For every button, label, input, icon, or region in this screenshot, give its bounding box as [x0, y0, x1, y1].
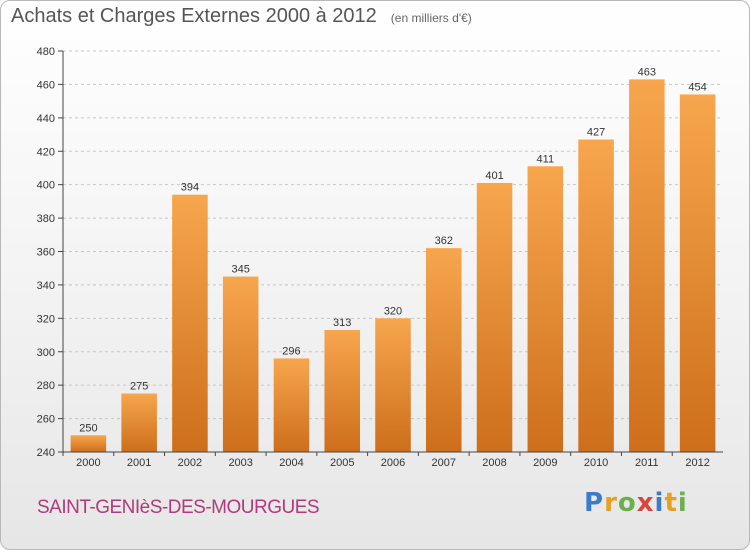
logo-letter: i	[654, 488, 665, 518]
y-tick-label: 460	[37, 79, 55, 91]
bar	[476, 182, 513, 452]
logo-letter: P	[584, 488, 605, 518]
logo-letter: t	[664, 488, 678, 518]
bar	[172, 194, 208, 453]
value-label: 401	[485, 170, 503, 182]
value-label: 296	[282, 345, 300, 357]
y-tick-label: 480	[37, 46, 55, 58]
bar	[273, 358, 310, 452]
x-tick-label: 2003	[228, 457, 252, 469]
value-label: 411	[537, 153, 555, 165]
logo-letter: i	[677, 488, 688, 518]
bar	[679, 94, 716, 453]
value-label: 454	[688, 81, 706, 93]
y-tick-label: 380	[37, 213, 55, 225]
x-tick-label: 2008	[482, 457, 506, 469]
x-tick-label: 2006	[381, 457, 405, 469]
x-tick-label: 2007	[432, 457, 456, 469]
value-label: 275	[130, 381, 148, 393]
axes	[58, 50, 723, 456]
y-tick-label: 360	[37, 247, 55, 259]
value-label: 427	[587, 127, 605, 139]
value-label: 345	[232, 264, 250, 276]
bar	[527, 166, 564, 452]
bar	[375, 318, 411, 452]
proxiti-logo: Proxiti	[584, 488, 688, 518]
y-tick-label: 440	[37, 113, 55, 125]
x-tick-label: 2012	[685, 457, 709, 469]
bars	[70, 79, 716, 453]
x-tick-label: 2011	[635, 457, 659, 469]
x-tick-label: 2000	[76, 457, 100, 469]
bar	[222, 276, 259, 452]
value-label: 463	[638, 66, 656, 78]
y-tick-label: 280	[37, 380, 55, 392]
x-tick-label: 2010	[584, 457, 608, 469]
y-tick-label: 420	[37, 146, 55, 158]
y-tick-label: 340	[37, 280, 55, 292]
y-tick-label: 400	[37, 180, 55, 192]
bar	[121, 393, 157, 452]
chart-title: Achats et Charges Externes 2000 à 2012 (e…	[11, 5, 472, 28]
chart-unit: (en milliers d'€)	[390, 11, 472, 25]
x-tick-label: 2001	[127, 457, 151, 469]
value-label: 313	[333, 317, 351, 329]
logo-letter: r	[604, 488, 618, 518]
x-tick-label: 2009	[533, 457, 557, 469]
value-label: 250	[79, 422, 97, 434]
bar	[70, 435, 107, 452]
value-label: 362	[435, 235, 453, 247]
bar	[324, 330, 360, 452]
x-tick-label: 2002	[178, 457, 202, 469]
logo-letter: o	[617, 488, 637, 518]
y-tick-label: 300	[37, 347, 55, 359]
bar	[578, 139, 614, 452]
logo-letter: x	[636, 488, 655, 518]
value-label: 320	[384, 305, 402, 317]
bar	[426, 248, 462, 452]
x-tick-label: 2005	[330, 457, 354, 469]
y-tick-label: 320	[37, 313, 55, 325]
bar	[629, 79, 665, 452]
commune-name: SAINT-GENIèS-DES-MOURGUES	[37, 497, 320, 518]
value-label: 394	[181, 182, 199, 194]
labels: 240 260 280 300 320 340 360 380 400 420 440 460 480 2…	[37, 46, 710, 469]
y-tick-label: 260	[37, 414, 55, 426]
x-tick-label: 2004	[279, 457, 303, 469]
chart-title-text: Achats et Charges Externes 2000 à 2012	[11, 5, 377, 27]
y-tick-label: 240	[37, 447, 55, 459]
